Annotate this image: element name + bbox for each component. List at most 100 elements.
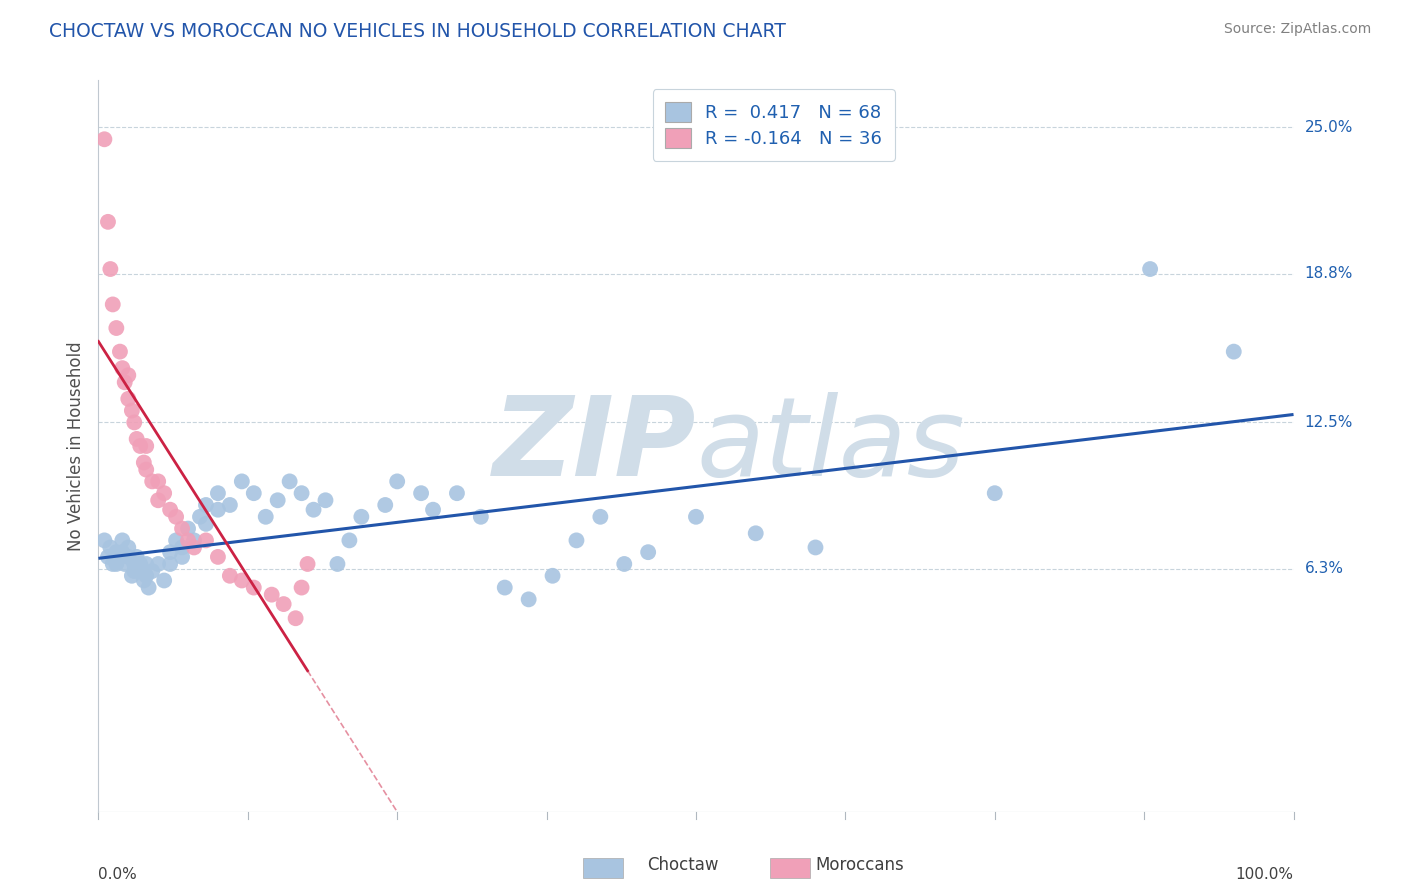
Point: [141, 564, 163, 578]
Point: [111, 533, 134, 548]
Point: [105, 321, 128, 335]
Text: Moroccans: Moroccans: [815, 856, 904, 874]
Point: [129, 564, 152, 578]
Point: [589, 509, 612, 524]
Point: [254, 509, 277, 524]
Point: [195, 516, 218, 531]
Text: 6.3%: 6.3%: [1305, 561, 1344, 576]
Point: [108, 549, 131, 564]
Text: 18.8%: 18.8%: [1305, 266, 1353, 281]
Point: [541, 568, 564, 582]
Point: [385, 475, 409, 489]
Text: 100.0%: 100.0%: [1236, 867, 1294, 881]
Text: CHOCTAW VS MOROCCAN NO VEHICLES IN HOUSEHOLD CORRELATION CHART: CHOCTAW VS MOROCCAN NO VEHICLES IN HOUSE…: [49, 22, 786, 41]
Point: [108, 344, 131, 359]
Point: [135, 557, 157, 571]
Point: [172, 541, 194, 555]
Point: [172, 522, 194, 536]
Text: atlas: atlas: [696, 392, 965, 500]
Point: [132, 456, 155, 470]
Point: [291, 581, 314, 595]
Point: [231, 574, 253, 588]
Point: [243, 581, 266, 595]
Point: [105, 545, 128, 559]
Point: [284, 611, 307, 625]
Point: [124, 416, 146, 430]
Point: [219, 498, 242, 512]
Point: [117, 392, 139, 406]
Point: [350, 509, 373, 524]
Point: [219, 568, 242, 582]
Point: [138, 581, 160, 595]
Point: [153, 574, 176, 588]
Point: [148, 557, 170, 571]
Point: [685, 509, 707, 524]
Point: [565, 533, 588, 548]
Point: [148, 475, 170, 489]
Point: [165, 509, 187, 524]
Point: [291, 486, 314, 500]
Point: [129, 557, 152, 571]
Point: [446, 486, 468, 500]
Point: [125, 432, 148, 446]
Point: [105, 557, 128, 571]
Point: [135, 439, 157, 453]
Point: [745, 526, 768, 541]
Point: [117, 549, 139, 564]
Point: [93, 533, 115, 548]
Point: [231, 475, 253, 489]
Y-axis label: No Vehicles in Household: No Vehicles in Household: [66, 341, 84, 551]
Text: ZIP: ZIP: [492, 392, 696, 500]
Point: [188, 509, 211, 524]
Point: [207, 502, 229, 516]
Point: [135, 568, 157, 582]
Point: [339, 533, 361, 548]
Point: [148, 493, 170, 508]
Point: [159, 502, 181, 516]
Point: [117, 368, 139, 383]
Point: [195, 533, 218, 548]
Point: [121, 403, 143, 417]
Point: [121, 568, 143, 582]
Point: [177, 522, 200, 536]
Point: [613, 557, 636, 571]
Text: 25.0%: 25.0%: [1305, 120, 1353, 135]
Point: [93, 132, 115, 146]
Point: [195, 498, 218, 512]
Point: [207, 549, 229, 564]
Point: [129, 439, 152, 453]
Point: [183, 533, 205, 548]
Point: [494, 581, 516, 595]
Point: [374, 498, 396, 512]
Point: [125, 549, 148, 564]
Point: [159, 557, 181, 571]
Point: [183, 541, 205, 555]
Point: [177, 533, 200, 548]
Point: [159, 545, 181, 559]
Point: [153, 486, 176, 500]
Point: [132, 574, 155, 588]
Point: [207, 486, 229, 500]
Point: [637, 545, 659, 559]
Point: [135, 462, 157, 476]
Text: 0.0%: 0.0%: [98, 867, 138, 881]
Text: Choctaw: Choctaw: [647, 856, 718, 874]
Point: [114, 376, 136, 390]
Point: [422, 502, 444, 516]
Point: [98, 541, 122, 555]
Point: [411, 486, 433, 500]
Point: [97, 549, 120, 564]
Point: [278, 475, 301, 489]
Point: [1223, 344, 1246, 359]
Point: [165, 533, 187, 548]
Point: [273, 597, 295, 611]
Point: [117, 541, 139, 555]
Point: [517, 592, 540, 607]
Point: [101, 557, 124, 571]
Point: [97, 215, 120, 229]
Point: [1139, 262, 1161, 277]
Point: [804, 541, 827, 555]
Legend: R =  0.417   N = 68, R = -0.164   N = 36: R = 0.417 N = 68, R = -0.164 N = 36: [652, 89, 894, 161]
Point: [302, 502, 325, 516]
Point: [315, 493, 337, 508]
